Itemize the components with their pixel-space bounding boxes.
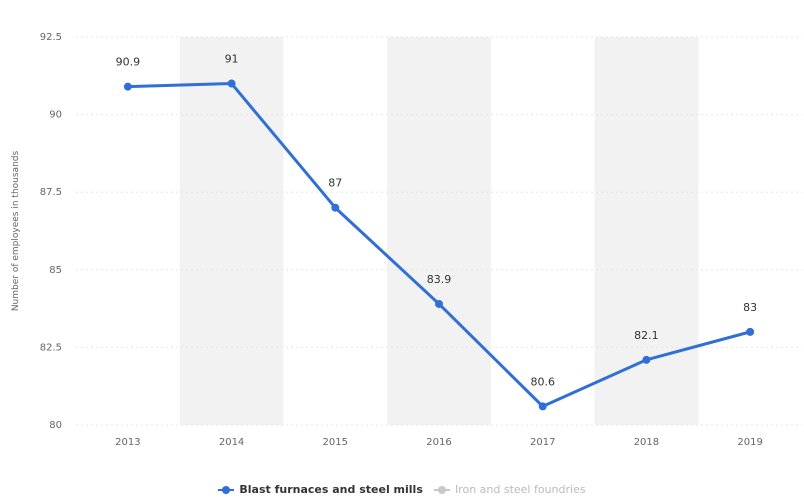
- y-axis-title: Number of employees in thousands: [11, 151, 21, 312]
- y-tick-label: 87.5: [40, 187, 62, 198]
- data-label: 83: [743, 301, 757, 314]
- y-tick-label: 92.5: [40, 32, 62, 43]
- legend-marker-icon: [433, 485, 450, 495]
- column-band: [387, 37, 491, 425]
- data-point[interactable]: [642, 355, 651, 364]
- data-label: 82.1: [634, 329, 659, 342]
- x-tick-label: 2016: [426, 437, 451, 448]
- data-point[interactable]: [227, 79, 236, 88]
- data-label: 87: [328, 177, 342, 190]
- data-label: 80.6: [530, 375, 555, 388]
- column-bands: [179, 37, 699, 425]
- y-tick-label: 80: [49, 420, 62, 431]
- data-point[interactable]: [123, 82, 132, 91]
- x-tick-label: 2013: [115, 437, 140, 448]
- column-band: [594, 37, 699, 425]
- x-tick-label: 2017: [530, 437, 555, 448]
- data-label: 90.9: [116, 56, 141, 69]
- y-tick-label: 90: [49, 110, 62, 121]
- data-point[interactable]: [538, 402, 547, 411]
- legend: Blast furnaces and steel mills Iron and …: [0, 483, 804, 498]
- column-band: [179, 37, 284, 425]
- data-label: 83.9: [427, 273, 452, 286]
- x-tick-label: 2018: [634, 437, 659, 448]
- legend-item-blast-furnaces[interactable]: Blast furnaces and steel mills: [218, 483, 423, 496]
- x-tick-label: 2014: [219, 437, 244, 448]
- x-tick-label: 2015: [323, 437, 348, 448]
- legend-label: Iron and steel foundries: [454, 483, 586, 496]
- y-axis-ticks: 80 82.5 85 87.5 90 92.5: [40, 32, 62, 431]
- legend-item-iron-steel-foundries[interactable]: Iron and steel foundries: [433, 483, 586, 496]
- y-tick-label: 82.5: [40, 342, 62, 353]
- data-point[interactable]: [746, 327, 755, 336]
- data-label: 91: [225, 53, 239, 66]
- data-point[interactable]: [331, 203, 340, 212]
- legend-marker-icon: [218, 485, 235, 495]
- gridlines: [76, 36, 802, 426]
- x-axis-ticks: 2013 2014 2015 2016 2017 2018 2019: [115, 437, 763, 448]
- legend-label: Blast furnaces and steel mills: [239, 483, 423, 496]
- series-layer: 90.9 91 87 83.9 80.6 82.1 83: [116, 53, 757, 411]
- x-tick-label: 2019: [737, 437, 762, 448]
- data-point[interactable]: [435, 299, 443, 308]
- y-tick-label: 85: [49, 265, 62, 276]
